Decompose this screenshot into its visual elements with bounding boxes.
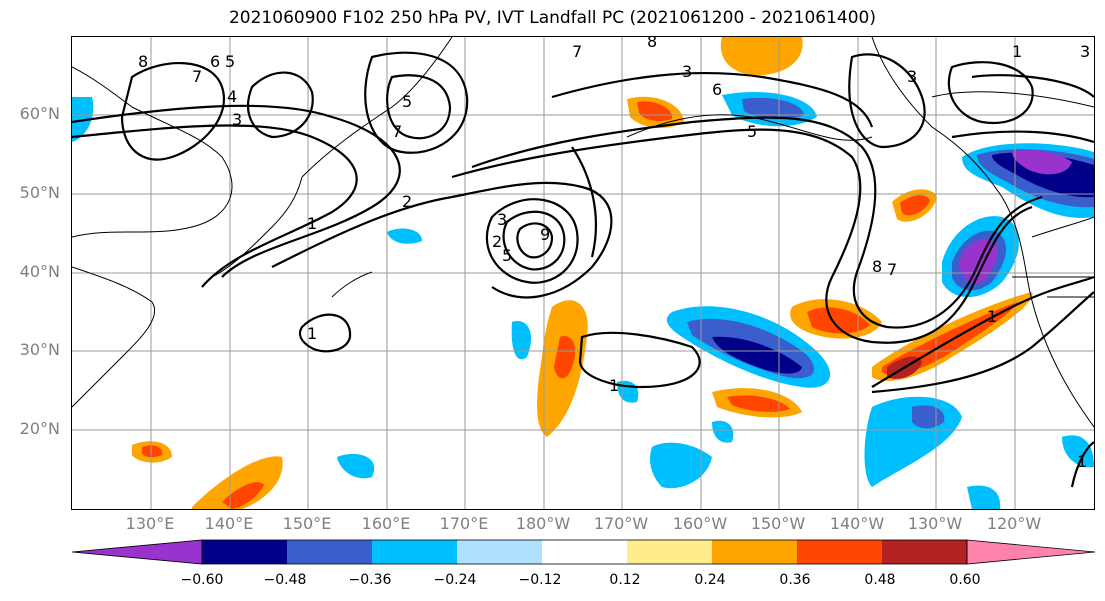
- colorbar-border: [201, 539, 968, 565]
- colorbar-tick: −0.36: [348, 572, 392, 588]
- colorbar-tick: 0.60: [949, 572, 981, 588]
- lat-label: 30°N: [19, 340, 60, 359]
- contour-label: 8: [647, 37, 657, 51]
- contour-label: 9: [540, 225, 550, 244]
- colorbar-tick: −0.48: [263, 572, 307, 588]
- lon-label: 120°W: [986, 514, 1042, 533]
- colorbar-segment: [542, 540, 627, 564]
- lat-label: 20°N: [19, 419, 60, 438]
- coastlines: [72, 37, 1094, 428]
- lat-label: 60°N: [19, 104, 60, 123]
- contour-label: 1: [1077, 452, 1087, 471]
- lon-label: 150°W: [750, 514, 806, 533]
- contour-label: 3: [497, 210, 507, 229]
- contour-labels: 8 7 6 5 4 3 2 1 7 8 3 6 5 3 5 7 2 3 9 5 …: [138, 37, 1090, 471]
- contour-label: 7: [392, 122, 402, 141]
- lon-label: 160°E: [361, 514, 411, 533]
- colorbar-segment: [457, 540, 542, 564]
- contour-label: 7: [192, 67, 202, 86]
- contour-label: 3: [232, 110, 242, 129]
- contour-label: 2: [402, 192, 412, 211]
- contour-label: 6: [712, 80, 722, 99]
- lat-label: 40°N: [19, 262, 60, 281]
- map-canvas: 8 7 6 5 4 3 2 1 7 8 3 6 5 3 5 7 2 3 9 5 …: [72, 37, 1094, 509]
- graticule: [72, 37, 1094, 509]
- contour-label: 1: [609, 376, 619, 395]
- lat-label: 50°N: [19, 183, 60, 202]
- lon-label: 150°E: [282, 514, 332, 533]
- contour-label: 4: [227, 87, 237, 106]
- contour-label: 5: [225, 52, 235, 71]
- colorbar-extend-low: [71, 539, 203, 565]
- contour-label: 3: [1080, 42, 1090, 61]
- colorbar-segment: [287, 540, 372, 564]
- contour-label: 1: [987, 307, 997, 326]
- lon-label: 170°E: [439, 514, 489, 533]
- contour-label: 8: [138, 52, 148, 71]
- colorbar-tick: 0.24: [694, 572, 726, 588]
- lon-label: 180°W: [515, 514, 571, 533]
- map-title: 2021060900 F102 250 hPa PV, IVT Landfall…: [228, 8, 876, 28]
- contour-label: 1: [307, 214, 317, 233]
- colorbar-segment: [202, 540, 287, 564]
- contour-label: 8: [872, 257, 882, 276]
- lon-label: 130°W: [907, 514, 963, 533]
- colorbar-tick: 0.12: [609, 572, 641, 588]
- contour-label: 7: [572, 42, 582, 61]
- contour-label: 2: [492, 232, 502, 251]
- colorbar-tick: −0.24: [433, 572, 477, 588]
- lon-label: 140°W: [829, 514, 885, 533]
- contour-label: 3: [907, 67, 917, 86]
- colorbar-tick: 0.36: [779, 572, 811, 588]
- contour-label: 1: [1012, 42, 1022, 61]
- colorbar-segment: [627, 540, 712, 564]
- contour-label: 5: [502, 246, 512, 265]
- colorbar: [71, 539, 1095, 565]
- lon-label: 140°E: [204, 514, 254, 533]
- colorbar-segment: [797, 540, 882, 564]
- map-panel: 8 7 6 5 4 3 2 1 7 8 3 6 5 3 5 7 2 3 9 5 …: [71, 36, 1095, 510]
- lon-label: 170°W: [593, 514, 649, 533]
- colorbar-tick: 0.48: [864, 572, 896, 588]
- contour-label: 6: [210, 52, 220, 71]
- pv-contours: [72, 51, 1094, 488]
- colorbar-tick: −0.60: [180, 572, 224, 588]
- contour-label: 1: [307, 324, 317, 343]
- colorbar-segments: [71, 539, 1095, 565]
- colorbar-segment: [882, 540, 967, 564]
- colorbar-segment: [372, 540, 457, 564]
- colorbar-tick: −0.12: [518, 572, 562, 588]
- contour-label: 5: [747, 122, 757, 141]
- contour-label: 3: [682, 62, 692, 81]
- colorbar-extend-high: [966, 539, 1095, 565]
- lon-label: 130°E: [125, 514, 175, 533]
- contour-label: 5: [402, 92, 412, 111]
- lon-label: 160°W: [672, 514, 728, 533]
- contour-label: 7: [887, 260, 897, 279]
- colorbar-segment: [712, 540, 797, 564]
